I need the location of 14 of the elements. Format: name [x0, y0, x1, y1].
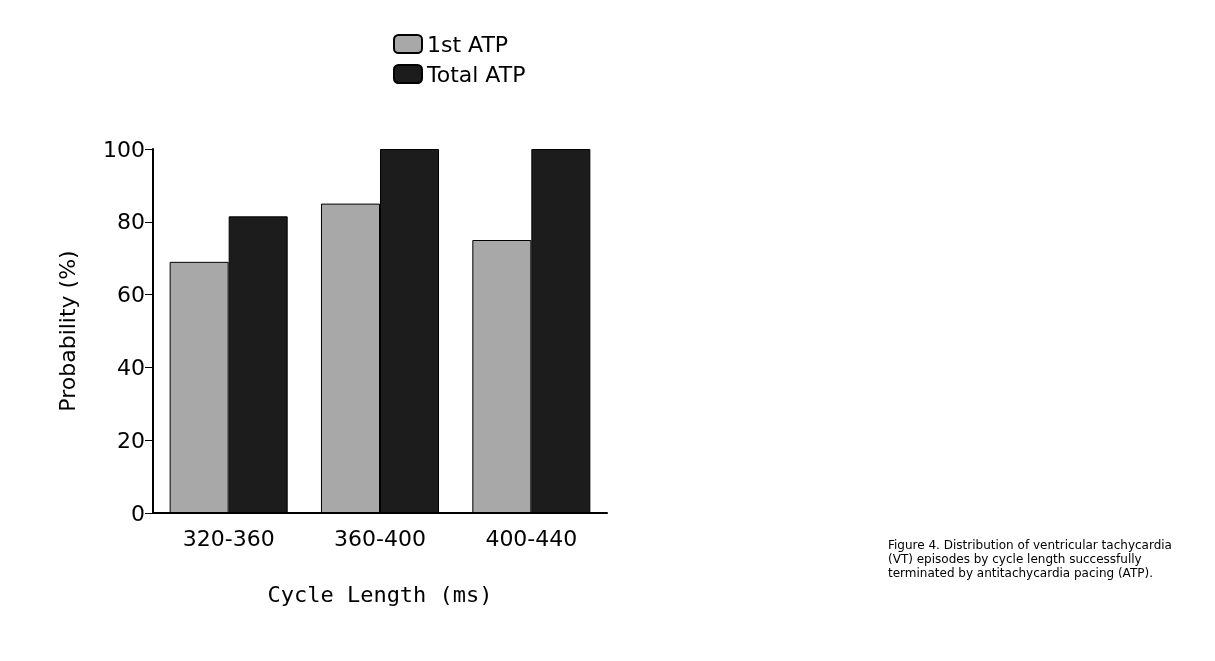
- y-tick-label: 40: [117, 354, 145, 380]
- legend-label: 1st ATP: [427, 31, 509, 57]
- x-tick-label: 360-400: [334, 525, 426, 551]
- y-tick-label: 80: [117, 209, 145, 235]
- x-tick-label: 320-360: [182, 525, 275, 551]
- y-tick-label: 100: [103, 136, 145, 162]
- x-axis-title: Cycle Length (ms): [267, 581, 493, 607]
- x-tick-label: 400-440: [485, 525, 578, 551]
- caption: Figure 4. Distribution of ventricular tachycardia (VT) episodes by cycle length successfully terminated by antitachycardia pacing (ATP).: [888, 538, 1176, 580]
- y-tick-label: 0: [131, 500, 145, 526]
- y-tick-label: 20: [117, 427, 145, 453]
- legend-label: Total ATP: [426, 61, 526, 87]
- y-axis-title: Probability (%): [54, 250, 80, 412]
- y-tick-label: 60: [117, 282, 145, 308]
